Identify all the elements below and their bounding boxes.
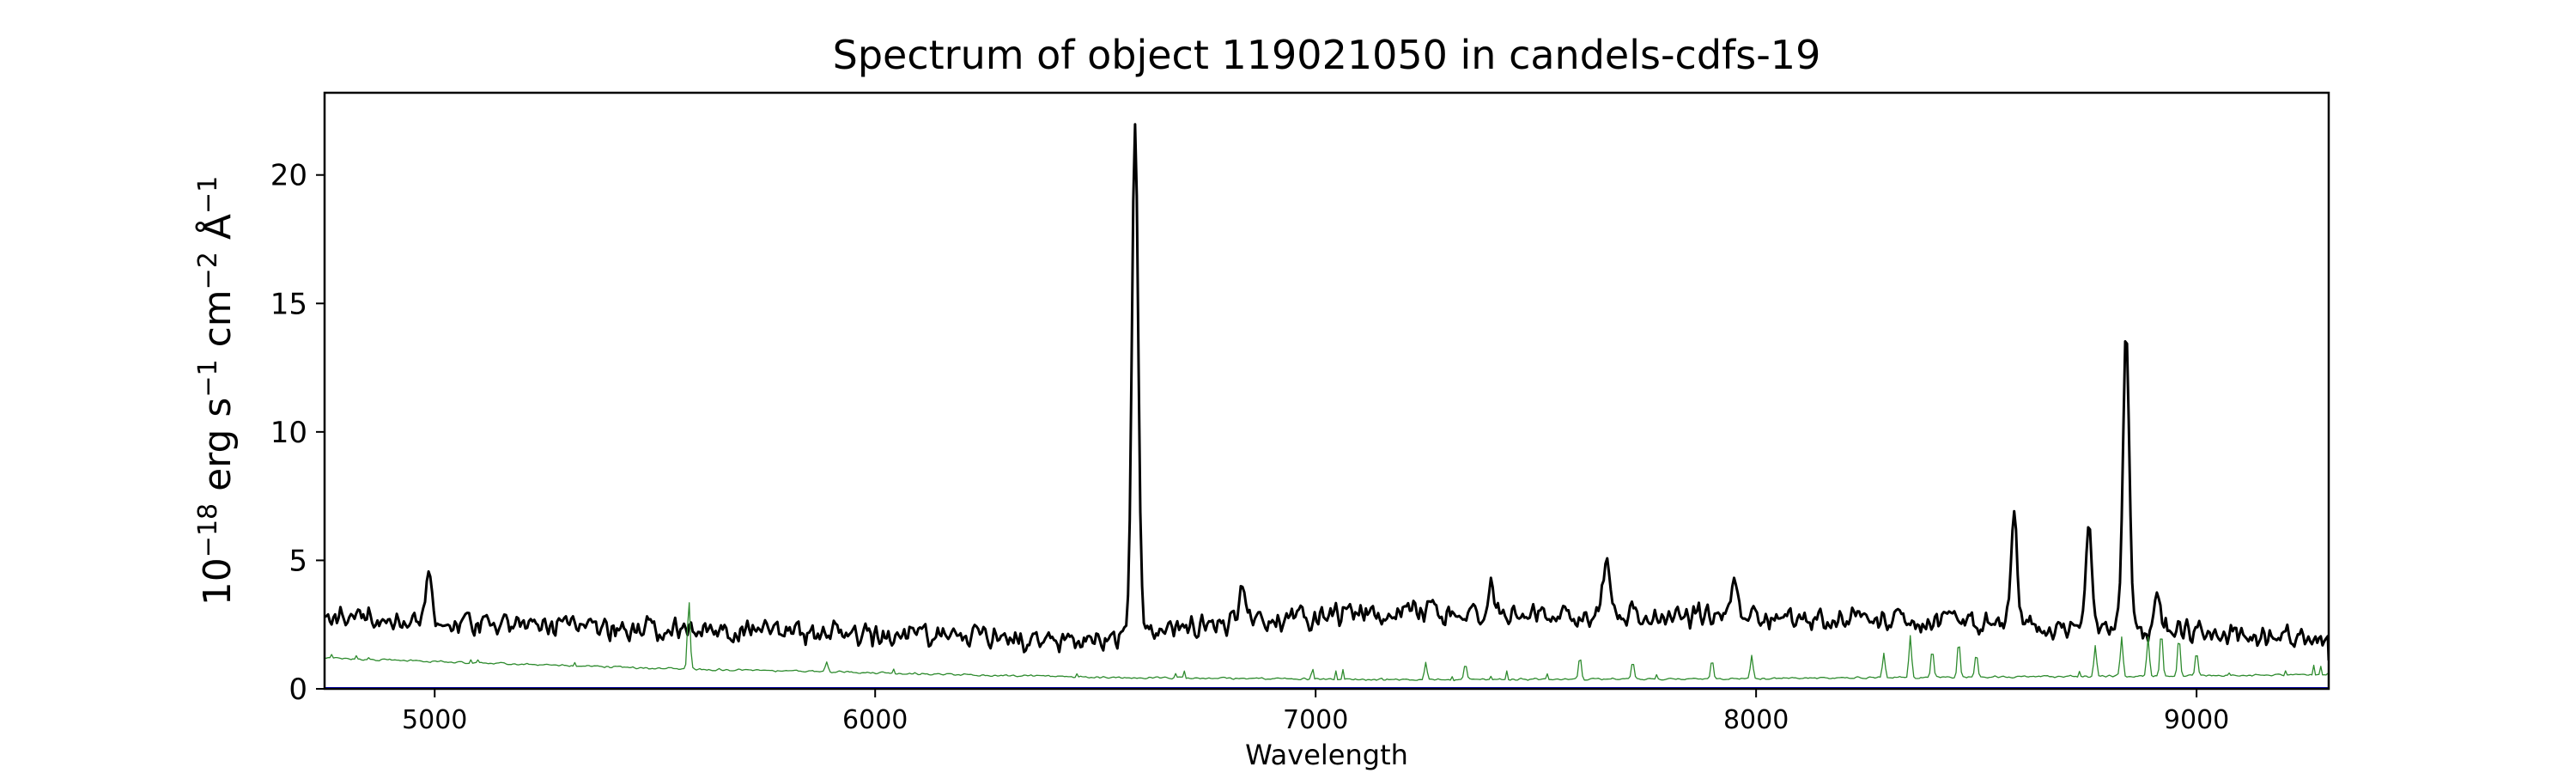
- y-tick-label: 10: [270, 416, 307, 450]
- y-axis: 0 5 10 15 20: [270, 159, 325, 707]
- y-tick-label: 20: [270, 159, 307, 193]
- x-tick-label: 8000: [1723, 705, 1789, 735]
- y-tick-label: 15: [270, 287, 307, 321]
- sky-series-line: [325, 602, 2329, 682]
- x-tick-label: 7000: [1283, 705, 1348, 735]
- plot-area: [323, 91, 2330, 691]
- x-tick-label: 5000: [402, 705, 467, 735]
- y-tick-label: 0: [289, 673, 307, 707]
- plot-frame: [323, 91, 2330, 691]
- flux-series-line: [325, 123, 2329, 661]
- y-tick-label: 5: [289, 544, 307, 578]
- x-tick-label: 9000: [2164, 705, 2229, 735]
- x-axis: 5000 6000 7000 8000 9000: [402, 689, 2229, 735]
- x-tick-label: 6000: [842, 705, 908, 735]
- chart-title: Spectrum of object 119021050 in candels-…: [833, 32, 1821, 78]
- x-axis-label: Wavelength: [1245, 739, 1408, 771]
- y-axis-label: 10−18 erg s−1 cm−2 Å−1: [193, 176, 240, 606]
